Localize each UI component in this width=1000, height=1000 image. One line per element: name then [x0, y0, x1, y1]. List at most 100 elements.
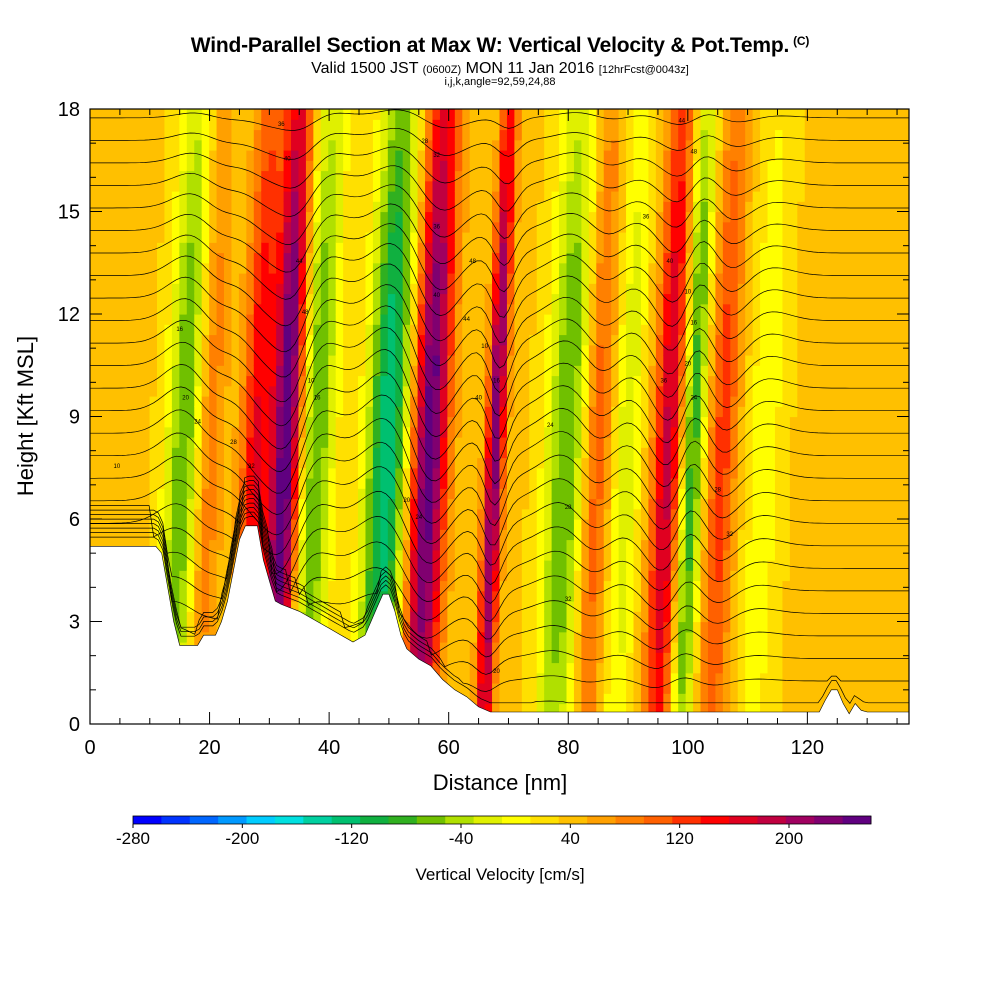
velocity-cell: [417, 416, 426, 428]
velocity-cell: [425, 580, 434, 592]
velocity-cell: [134, 539, 143, 551]
velocity-cell: [417, 385, 426, 397]
velocity-cell: [164, 488, 173, 500]
velocity-cell: [335, 611, 344, 623]
velocity-cell: [216, 519, 225, 530]
velocity-cell: [209, 539, 218, 551]
velocity-cell: [350, 191, 359, 202]
velocity-cell: [670, 262, 679, 274]
velocity-cell: [700, 467, 709, 479]
velocity-cell: [536, 139, 545, 151]
velocity-cell: [469, 457, 478, 469]
velocity-cell: [447, 406, 456, 418]
velocity-cell: [194, 478, 203, 489]
velocity-cell: [142, 478, 151, 489]
velocity-cell: [514, 539, 523, 551]
velocity-cell: [171, 211, 180, 223]
velocity-cell: [417, 150, 426, 161]
velocity-cell: [648, 467, 657, 479]
velocity-cell: [685, 119, 694, 131]
velocity-cell: [358, 262, 367, 274]
velocity-cell: [112, 539, 121, 551]
velocity-cell: [566, 652, 575, 664]
velocity-cell: [291, 119, 300, 131]
velocity-cell: [97, 498, 106, 510]
velocity-cell: [544, 375, 553, 387]
velocity-cell: [119, 539, 128, 551]
velocity-cell: [581, 519, 590, 530]
velocity-cell: [127, 221, 136, 233]
velocity-cell: [700, 611, 709, 623]
velocity-cell: [640, 160, 650, 172]
velocity-cell: [484, 693, 493, 705]
velocity-cell: [678, 570, 687, 582]
velocity-cell: [521, 129, 530, 141]
velocity-cell: [529, 693, 538, 705]
velocity-cell: [387, 232, 396, 243]
velocity-cell: [283, 109, 292, 120]
velocity-cell: [298, 426, 307, 438]
velocity-cell: [425, 652, 434, 664]
velocity-cell: [142, 426, 151, 438]
velocity-cell: [484, 365, 493, 377]
velocity-cell: [313, 570, 322, 582]
velocity-cell: [276, 539, 285, 551]
velocity-cell: [678, 324, 687, 336]
velocity-cell: [97, 252, 106, 264]
velocity-cell: [559, 324, 568, 336]
velocity-cell: [335, 139, 344, 151]
velocity-cell: [454, 488, 463, 500]
velocity-cell: [365, 139, 374, 151]
velocity-cell: [536, 519, 545, 530]
velocity-cell: [544, 529, 553, 541]
velocity-cell: [693, 252, 702, 264]
velocity-cell: [626, 693, 635, 705]
velocity-cell: [305, 180, 314, 192]
velocity-cell: [402, 437, 411, 448]
velocity-cell: [626, 109, 635, 120]
velocity-cell: [447, 273, 456, 284]
velocity-cell: [157, 314, 166, 325]
velocity-cell: [700, 324, 709, 336]
velocity-cell: [127, 478, 136, 489]
velocity-cell: [581, 529, 590, 541]
velocity-cell: [566, 365, 575, 377]
velocity-cell: [104, 426, 113, 438]
velocity-cell: [678, 601, 687, 612]
velocity-cell: [492, 344, 501, 356]
velocity-cell: [559, 406, 568, 418]
velocity-cell: [492, 590, 501, 602]
velocity-cell: [417, 560, 426, 571]
velocity-cell: [194, 406, 203, 418]
velocity-cell: [142, 211, 151, 223]
velocity-cell: [365, 498, 374, 510]
velocity-cell: [559, 119, 568, 131]
velocity-cell: [581, 109, 590, 120]
velocity-cell: [350, 519, 359, 530]
velocity-cell: [484, 283, 493, 295]
velocity-cell: [112, 201, 121, 213]
velocity-cell: [380, 191, 389, 202]
velocity-cell: [298, 262, 307, 274]
velocity-cell: [149, 467, 158, 479]
velocity-cell: [417, 642, 426, 653]
velocity-cell: [164, 232, 173, 243]
velocity-cell: [477, 324, 486, 336]
velocity-cell: [305, 293, 314, 305]
velocity-cell: [425, 631, 434, 643]
velocity-cell: [536, 426, 545, 438]
velocity-cell: [358, 314, 367, 325]
velocity-cell: [633, 498, 642, 510]
velocity-cell: [134, 232, 143, 243]
velocity-cell: [224, 406, 233, 418]
velocity-cell: [149, 344, 158, 356]
velocity-cell: [238, 293, 247, 305]
velocity-cell: [410, 355, 419, 366]
velocity-cell: [112, 365, 121, 377]
velocity-cell: [566, 262, 575, 274]
velocity-cell: [596, 539, 605, 551]
velocity-cell: [335, 601, 344, 612]
velocity-cell: [425, 498, 434, 510]
velocity-cell: [343, 426, 352, 438]
velocity-cell: [596, 303, 605, 315]
